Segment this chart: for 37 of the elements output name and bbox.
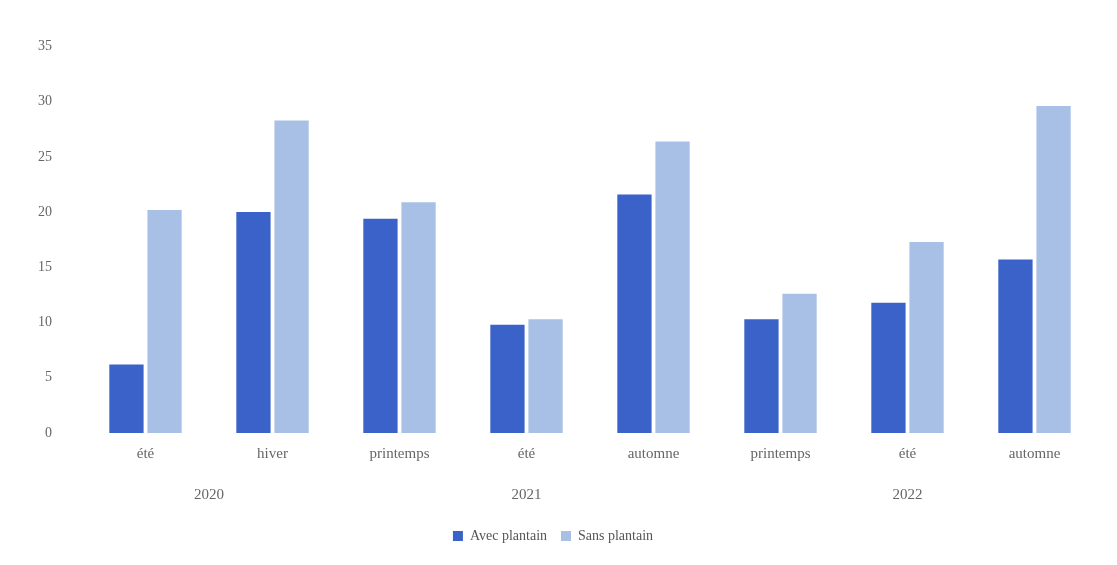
y-tick-label: 35: [38, 38, 52, 54]
x-tick-label: hiver: [257, 444, 288, 461]
x-tick-label: automne: [1008, 444, 1061, 461]
legend-label: Sans plantain: [578, 527, 654, 543]
y-tick-label: 20: [38, 203, 52, 219]
bar: [236, 212, 271, 433]
legend-label: Avec plantain: [469, 527, 548, 543]
text: 2022: [892, 485, 923, 502]
bar: [109, 364, 144, 433]
x-tick-label: été: [136, 444, 155, 461]
bar: [147, 209, 182, 433]
y-tick-label: 30: [38, 93, 52, 109]
bar: [782, 293, 817, 433]
bar: [363, 218, 398, 433]
text: 2021: [511, 485, 542, 502]
bar: [871, 302, 906, 433]
x-tick-label: printemps: [750, 444, 811, 461]
y-tick-label: 0: [45, 424, 52, 440]
y-tick-label: 5: [45, 369, 52, 385]
bar: [744, 319, 779, 433]
y-tick-label: 25: [38, 148, 52, 164]
bar: [655, 141, 690, 433]
bar: [274, 120, 309, 433]
y-tick-label: 15: [38, 258, 52, 274]
x-tick-label: été: [898, 444, 917, 461]
bar: [909, 241, 944, 433]
x-tick-label: été: [517, 444, 536, 461]
x-tick-label: printemps: [369, 444, 430, 461]
bar: [528, 319, 563, 433]
y-tick-label: 10: [38, 314, 52, 330]
bar: [490, 324, 525, 433]
bar: [1036, 106, 1071, 433]
bar: [998, 259, 1033, 433]
bar: [617, 194, 652, 433]
x-tick-label: automne: [627, 444, 680, 461]
bar: [401, 202, 436, 433]
text: 2020: [194, 485, 224, 502]
